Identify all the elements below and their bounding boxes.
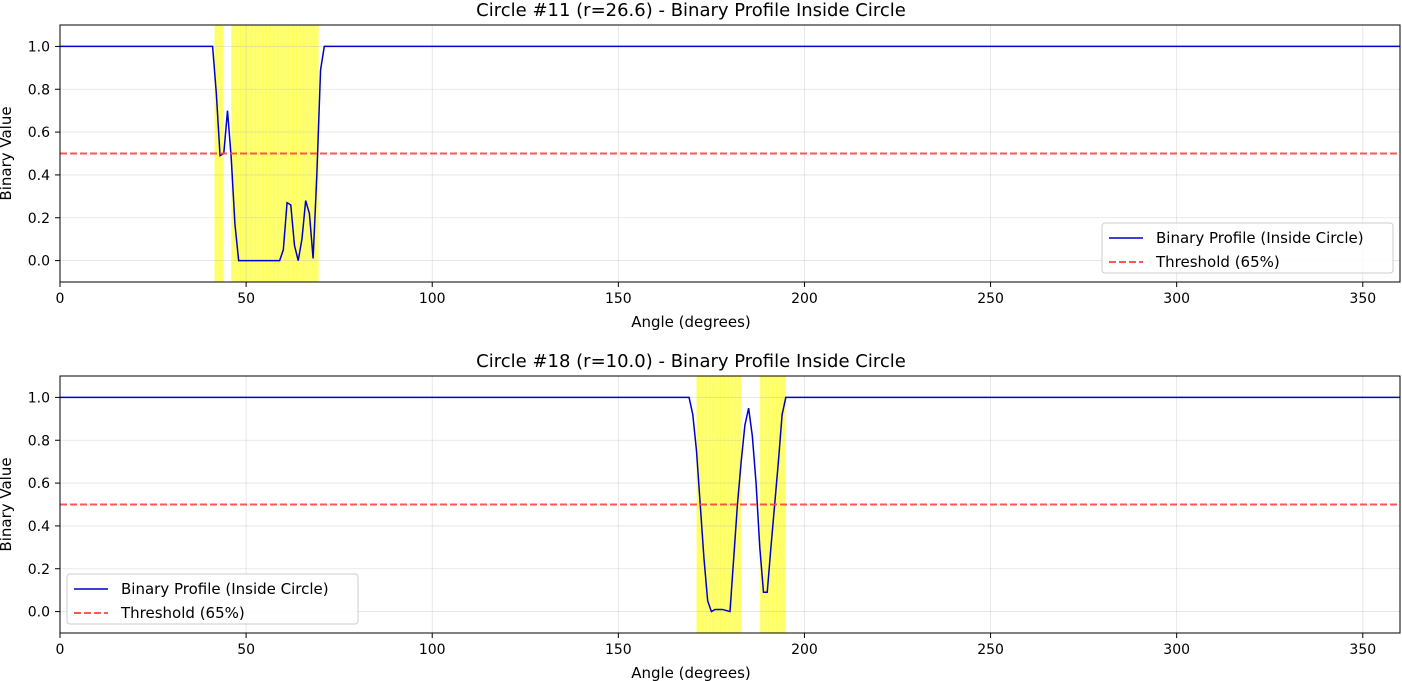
chart-circle-11: 0 50 100 150 200 250 300 350 0.0 0.2 0.4 0.6 0.8 1.0 C… (0, 0, 1401, 331)
x-tick-label: 300 (1163, 642, 1190, 658)
axes-frame (59, 24, 1401, 283)
y-tick-label: 1.0 (28, 390, 50, 406)
x-tick-label: 0 (56, 291, 65, 307)
x-tick-label: 150 (605, 291, 632, 307)
axes-frame (59, 375, 1401, 634)
chart-title: Circle #11 (r=26.6) - Binary Profile Ins… (476, 0, 906, 21)
x-tick-label: 350 (1349, 642, 1376, 658)
y-tick-label: 0.4 (28, 168, 50, 184)
legend-label: Threshold (65%) (120, 604, 245, 622)
legend: Binary Profile (Inside Circle) Threshold … (66, 573, 359, 625)
x-tick-label: 0 (56, 642, 65, 658)
highlight-fill (214, 25, 224, 282)
chart-circle-18: 0 50 100 150 200 250 300 350 0.0 0.2 0.4 0.6 0.8 1.0 C… (0, 351, 1401, 681)
x-tick-label: 100 (419, 642, 446, 658)
x-tick-label: 200 (791, 291, 818, 307)
y-tick-label: 0.2 (28, 211, 50, 227)
y-axis-label: Binary Value (0, 106, 15, 200)
legend-box (66, 573, 359, 625)
y-tick-label: 0.0 (28, 605, 50, 621)
y-tick-label: 0.8 (28, 433, 50, 449)
x-tick-label: 300 (1163, 291, 1190, 307)
x-tick-label: 150 (605, 642, 632, 658)
y-tick-label: 0.8 (28, 82, 50, 98)
legend-label: Binary Profile (Inside Circle) (121, 580, 329, 598)
y-axis-label: Binary Value (0, 457, 15, 551)
y-tick-label: 0.4 (28, 519, 50, 535)
profile-line (60, 396, 1400, 613)
y-tick-label: 0.6 (28, 125, 50, 141)
legend-box (1101, 222, 1394, 274)
y-tick-label: 0.0 (28, 254, 50, 270)
y-tick-label: 1.0 (28, 39, 50, 55)
y-tick-label: 0.2 (28, 562, 50, 578)
chart-title: Circle #18 (r=10.0) - Binary Profile Ins… (476, 351, 906, 372)
x-tick-label: 50 (237, 291, 255, 307)
x-axis-label: Angle (degrees) (631, 664, 751, 681)
legend: Binary Profile (Inside Circle) Threshold … (1101, 222, 1394, 274)
x-tick-label: 250 (977, 642, 1004, 658)
y-tick-label: 0.6 (28, 476, 50, 492)
profile-line (60, 45, 1400, 262)
x-tick-label: 200 (791, 642, 818, 658)
x-axis-label: Angle (degrees) (631, 313, 751, 331)
x-tick-label: 50 (237, 642, 255, 658)
x-tick-label: 250 (977, 291, 1004, 307)
x-tick-label: 100 (419, 291, 446, 307)
legend-label: Binary Profile (Inside Circle) (1156, 229, 1364, 247)
x-tick-label: 350 (1349, 291, 1376, 307)
legend-label: Threshold (65%) (1155, 253, 1280, 271)
